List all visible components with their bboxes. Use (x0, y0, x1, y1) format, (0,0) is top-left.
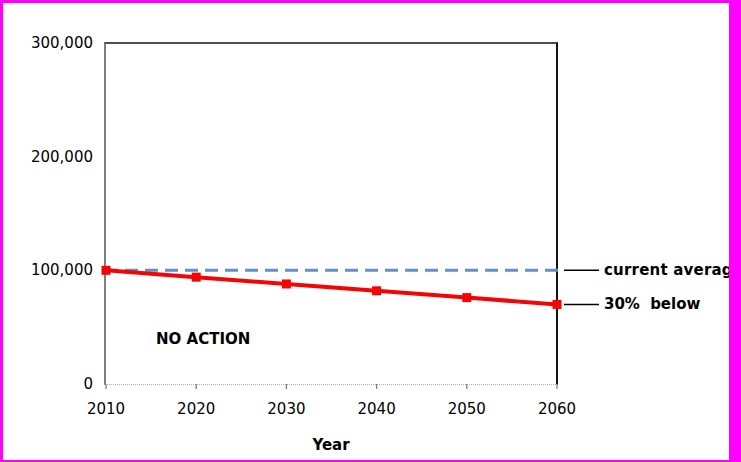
data-point-marker (553, 300, 562, 309)
annotation-current-average: current average (604, 259, 741, 281)
x-axis-tick-label: 2020 (161, 399, 231, 419)
x-axis-title: Year (291, 436, 371, 454)
data-point-marker (372, 286, 381, 295)
data-point-marker (282, 279, 291, 288)
y-axis-tick-label: 100,000 (0, 259, 93, 281)
x-axis-tick-label: 2030 (251, 399, 321, 419)
chart-window: 0 100,000 200,000 300,000 2010 2020 2030 2040 2… (0, 0, 741, 462)
x-axis-tick-label: 2010 (71, 399, 141, 419)
y-axis-tick-label: 0 (0, 373, 93, 395)
data-point-marker (102, 266, 111, 275)
chart-canvas (0, 0, 741, 462)
series-line-no-action (106, 270, 557, 304)
x-axis-tick-label: 2040 (342, 399, 412, 419)
data-point-marker (462, 293, 471, 302)
x-axis-tick-label: 2060 (522, 399, 592, 419)
y-axis-tick-label: 200,000 (0, 146, 93, 168)
y-axis-tick-label: 300,000 (0, 32, 93, 54)
series-label-no-action: NO ACTION (156, 328, 250, 350)
x-axis-tick-label: 2050 (432, 399, 502, 419)
annotation-30-percent-below: 30% below (604, 293, 700, 315)
data-point-marker (192, 273, 201, 282)
